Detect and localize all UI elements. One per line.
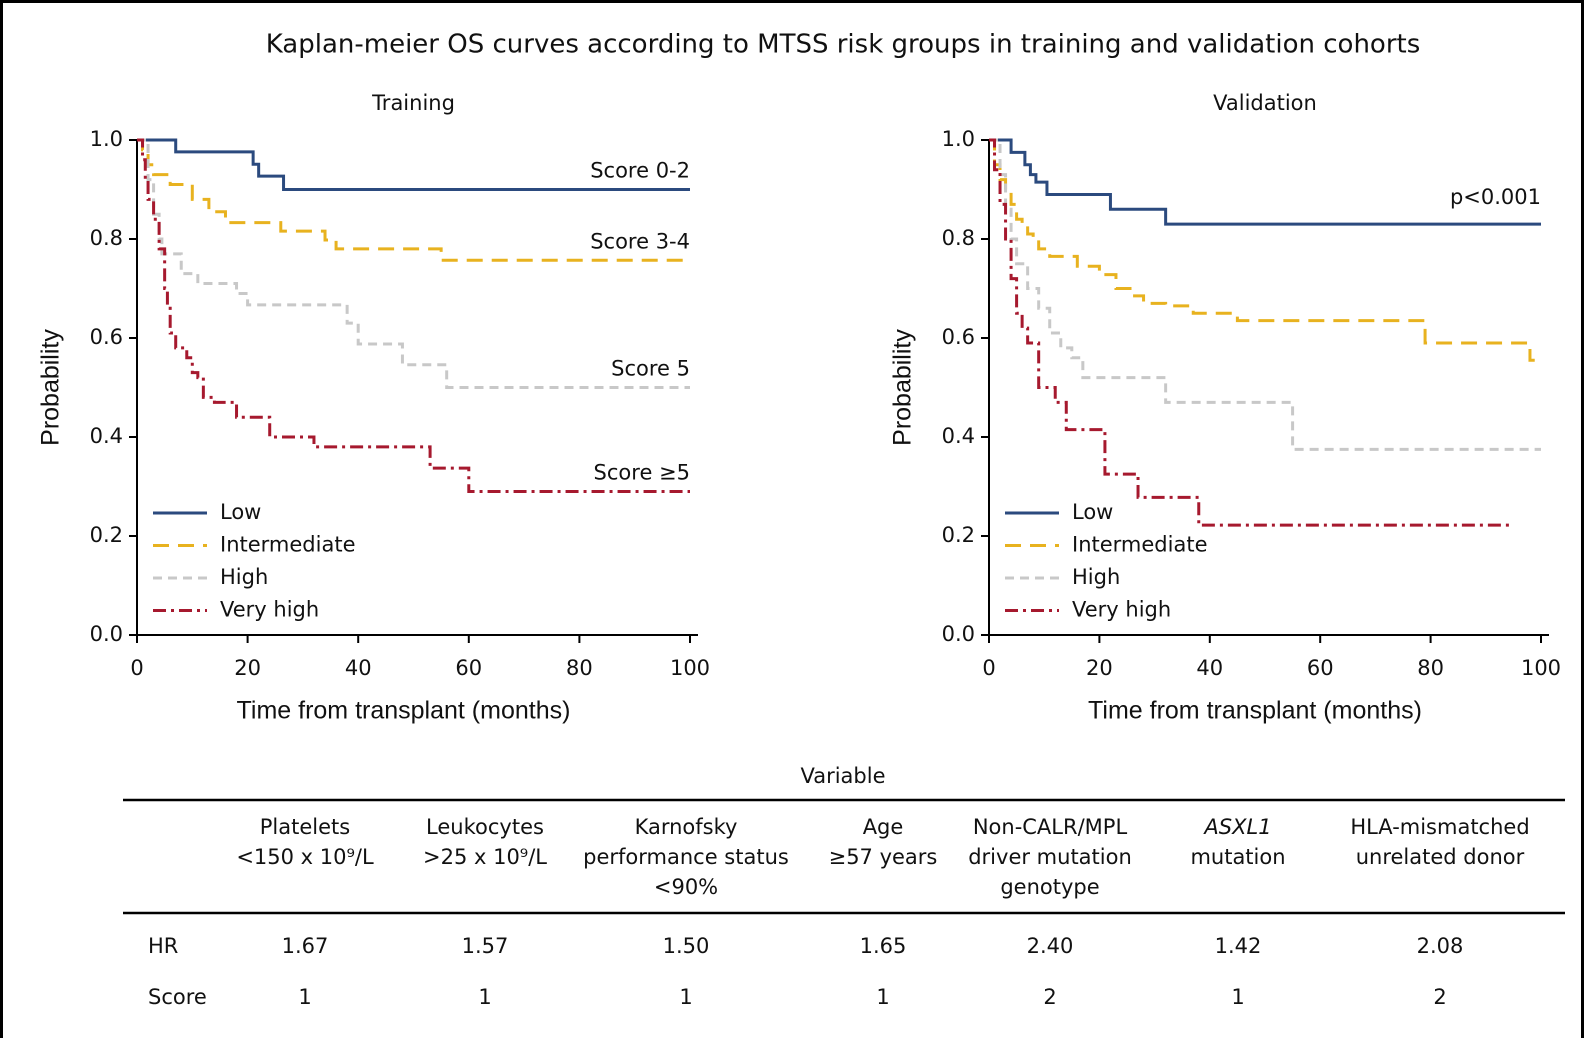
legend-label: High xyxy=(220,565,268,589)
table-cell: 1 xyxy=(876,985,889,1009)
survival-curve xyxy=(137,138,690,191)
x-tick-label: 100 xyxy=(670,656,710,680)
table-cell: 1.50 xyxy=(663,934,710,958)
y-tick-label: 0.2 xyxy=(942,523,975,547)
x-tick-label: 20 xyxy=(234,656,261,680)
y-tick-label: 0.8 xyxy=(90,226,123,250)
table-cell: 2 xyxy=(1043,985,1056,1009)
y-tick-label: 0.4 xyxy=(90,424,123,448)
column-header: unrelated donor xyxy=(1356,845,1525,869)
column-header: ≥57 years xyxy=(829,845,938,869)
curve-label: Score 0-2 xyxy=(590,159,690,183)
survival-curve xyxy=(137,138,690,493)
y-tick-label: 0.8 xyxy=(942,226,975,250)
table-cell: 1.65 xyxy=(860,934,907,958)
survival-curve xyxy=(989,138,1541,362)
column-header: Age xyxy=(863,815,904,839)
table-cell: 1 xyxy=(298,985,311,1009)
table-cell: 1 xyxy=(679,985,692,1009)
x-tick-label: 80 xyxy=(1417,656,1444,680)
table-cell: 1.57 xyxy=(462,934,509,958)
column-header: >25 x 10⁹/L xyxy=(423,845,547,869)
table-caption: Variable xyxy=(800,764,885,788)
table-cell: 1.42 xyxy=(1215,934,1262,958)
annotation: p<0.001 xyxy=(1450,185,1541,209)
x-tick-label: 40 xyxy=(1196,656,1223,680)
row-label: Score xyxy=(148,985,207,1009)
x-axis-label: Time from transplant (months) xyxy=(1088,697,1422,725)
x-tick-label: 0 xyxy=(130,656,143,680)
x-tick-label: 0 xyxy=(982,656,995,680)
x-tick-label: 60 xyxy=(1307,656,1334,680)
legend-label: Low xyxy=(1072,500,1113,524)
y-tick-label: 1.0 xyxy=(942,127,975,151)
y-tick-label: 0.2 xyxy=(90,523,123,547)
legend-label: Intermediate xyxy=(1072,533,1208,557)
column-header: performance status xyxy=(583,845,789,869)
column-header: Platelets xyxy=(260,815,350,839)
y-tick-label: 0.0 xyxy=(942,622,975,646)
y-tick-label: 0.6 xyxy=(942,325,975,349)
figure-title: Kaplan-meier OS curves according to MTSS… xyxy=(266,30,1421,60)
column-header: <90% xyxy=(654,875,718,899)
y-axis-label: Probability xyxy=(37,329,65,446)
legend-label: Very high xyxy=(220,598,319,622)
x-tick-label: 60 xyxy=(455,656,482,680)
table-cell: 1 xyxy=(478,985,491,1009)
column-header: ASXL1 xyxy=(1202,815,1271,839)
y-tick-label: 0.6 xyxy=(90,325,123,349)
table-cell: 1 xyxy=(1231,985,1244,1009)
y-tick-label: 0.0 xyxy=(90,622,123,646)
x-axis-label: Time from transplant (months) xyxy=(237,697,571,725)
column-header: <150 x 10⁹/L xyxy=(236,845,374,869)
survival-curve xyxy=(989,138,1541,226)
legend-label: Low xyxy=(220,500,261,524)
table-cell: 2 xyxy=(1433,985,1446,1009)
column-header: Leukocytes xyxy=(426,815,544,839)
legend-label: Very high xyxy=(1072,598,1171,622)
x-tick-label: 20 xyxy=(1086,656,1113,680)
column-header: Non-CALR/MPL xyxy=(973,815,1128,839)
chart-title: Training xyxy=(371,91,455,115)
curve-label: Score 3-4 xyxy=(590,229,690,253)
column-header: driver mutation xyxy=(968,845,1132,869)
chart-title: Validation xyxy=(1213,91,1317,115)
legend-label: High xyxy=(1072,565,1120,589)
column-header: genotype xyxy=(1000,875,1099,899)
column-header: mutation xyxy=(1190,845,1285,869)
y-tick-label: 0.4 xyxy=(942,424,975,448)
survival-curve xyxy=(989,138,1514,527)
x-tick-label: 100 xyxy=(1521,656,1561,680)
table-cell: 1.67 xyxy=(282,934,329,958)
column-header: Karnofsky xyxy=(635,815,738,839)
y-axis-label: Probability xyxy=(889,329,917,446)
column-header: HLA-mismatched xyxy=(1350,815,1529,839)
y-tick-label: 1.0 xyxy=(90,127,123,151)
legend-label: Intermediate xyxy=(220,533,356,557)
x-tick-label: 40 xyxy=(345,656,372,680)
table-cell: 2.08 xyxy=(1417,934,1464,958)
curve-label: Score ≥5 xyxy=(594,460,690,484)
curve-label: Score 5 xyxy=(611,357,690,381)
row-label: HR xyxy=(148,934,178,958)
table-cell: 2.40 xyxy=(1027,934,1074,958)
x-tick-label: 80 xyxy=(566,656,593,680)
